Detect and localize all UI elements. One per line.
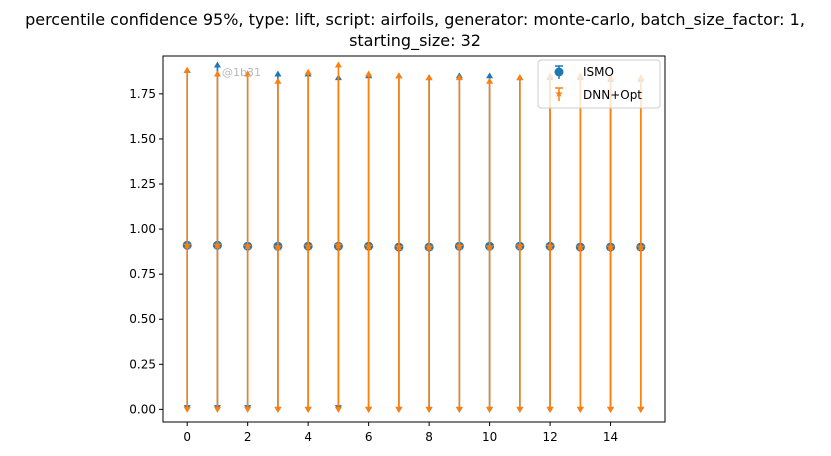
chart-title: percentile confidence 95%, type: lift, s… bbox=[25, 10, 805, 30]
data-point bbox=[636, 242, 646, 251]
y-tick-label: 1.75 bbox=[129, 87, 156, 101]
data-point bbox=[364, 241, 374, 251]
upper-cap bbox=[213, 61, 221, 68]
upper-cap bbox=[304, 68, 312, 75]
lower-cap bbox=[365, 406, 373, 413]
x-tick-label: 2 bbox=[244, 430, 252, 444]
data-point bbox=[485, 242, 495, 251]
data-point bbox=[182, 240, 192, 250]
lower-cap bbox=[576, 406, 584, 413]
y-tick-label: 1.50 bbox=[129, 132, 156, 146]
data-point bbox=[454, 241, 464, 251]
y-tick-label: 1.25 bbox=[129, 177, 156, 191]
legend-ismo-marker bbox=[554, 67, 564, 77]
lower-cap bbox=[455, 406, 463, 413]
upper-cap bbox=[486, 72, 494, 79]
data-point bbox=[575, 242, 585, 251]
x-tick-label: 0 bbox=[183, 430, 191, 444]
data-point bbox=[394, 242, 404, 251]
upper-cap bbox=[516, 74, 524, 81]
upper-cap bbox=[183, 66, 191, 73]
lower-cap bbox=[425, 406, 433, 413]
y-tick-label: 1.00 bbox=[129, 222, 156, 236]
y-tick-label: 0.75 bbox=[129, 267, 156, 281]
watermark: @1b31 bbox=[222, 66, 261, 79]
upper-cap bbox=[334, 61, 342, 68]
legend-box bbox=[537, 59, 661, 109]
y-axis: 0.00 0.25 0.50 0.75 1.00 1.25 1.50 1.75 bbox=[129, 87, 163, 416]
lower-cap bbox=[274, 406, 282, 413]
lower-cap bbox=[213, 406, 221, 413]
chart-title-line2: starting_size: 32 bbox=[349, 31, 481, 51]
legend-entry-dnn-opt: DNN+Opt bbox=[555, 87, 642, 102]
y-tick-label: 0.25 bbox=[129, 357, 156, 371]
data-point bbox=[424, 242, 434, 251]
upper-cap bbox=[425, 74, 433, 81]
upper-cap bbox=[365, 70, 373, 77]
data-point bbox=[545, 241, 555, 251]
legend-entry-ismo: ISMO bbox=[554, 65, 614, 79]
lower-cap bbox=[546, 406, 554, 413]
axes-frame bbox=[162, 55, 666, 423]
x-tick-label: 6 bbox=[365, 430, 373, 444]
lower-cap bbox=[183, 406, 191, 413]
x-axis: 0 2 4 6 8 10 12 14 bbox=[183, 422, 618, 444]
legend-dnn-marker bbox=[555, 89, 563, 97]
y-tick-label: 0.50 bbox=[129, 312, 156, 326]
data-point bbox=[515, 241, 525, 251]
data-point bbox=[212, 240, 222, 250]
upper-cap bbox=[213, 70, 221, 77]
legend-dnn-label: DNN+Opt bbox=[583, 88, 642, 102]
upper-cap bbox=[274, 70, 282, 77]
lower-cap bbox=[607, 406, 615, 413]
plot-area bbox=[182, 61, 646, 413]
y-tick-label: 0.00 bbox=[129, 402, 156, 416]
upper-cap bbox=[395, 72, 403, 79]
lower-cap bbox=[304, 406, 312, 413]
upper-cap bbox=[455, 74, 463, 81]
upper-cap bbox=[486, 77, 494, 84]
lower-cap bbox=[516, 406, 524, 413]
legend-ismo-label: ISMO bbox=[583, 65, 614, 79]
x-tick-label: 14 bbox=[603, 430, 618, 444]
lower-cap bbox=[334, 406, 342, 413]
x-tick-label: 12 bbox=[542, 430, 557, 444]
lower-cap bbox=[244, 406, 252, 413]
x-tick-label: 8 bbox=[425, 430, 433, 444]
x-tick-label: 4 bbox=[304, 430, 312, 444]
series-ismo bbox=[182, 61, 646, 413]
lower-cap bbox=[637, 406, 645, 413]
data-point bbox=[303, 241, 313, 251]
data-point bbox=[273, 242, 283, 251]
series-dnn-opt bbox=[182, 61, 646, 413]
upper-cap bbox=[274, 77, 282, 84]
lower-cap bbox=[486, 406, 494, 413]
legend: ISMO DNN+Opt bbox=[537, 59, 661, 109]
data-point bbox=[333, 240, 343, 250]
x-tick-label: 10 bbox=[482, 430, 497, 444]
data-point bbox=[243, 241, 253, 251]
data-point bbox=[606, 242, 616, 251]
lower-cap bbox=[395, 406, 403, 413]
upper-cap bbox=[244, 70, 252, 77]
